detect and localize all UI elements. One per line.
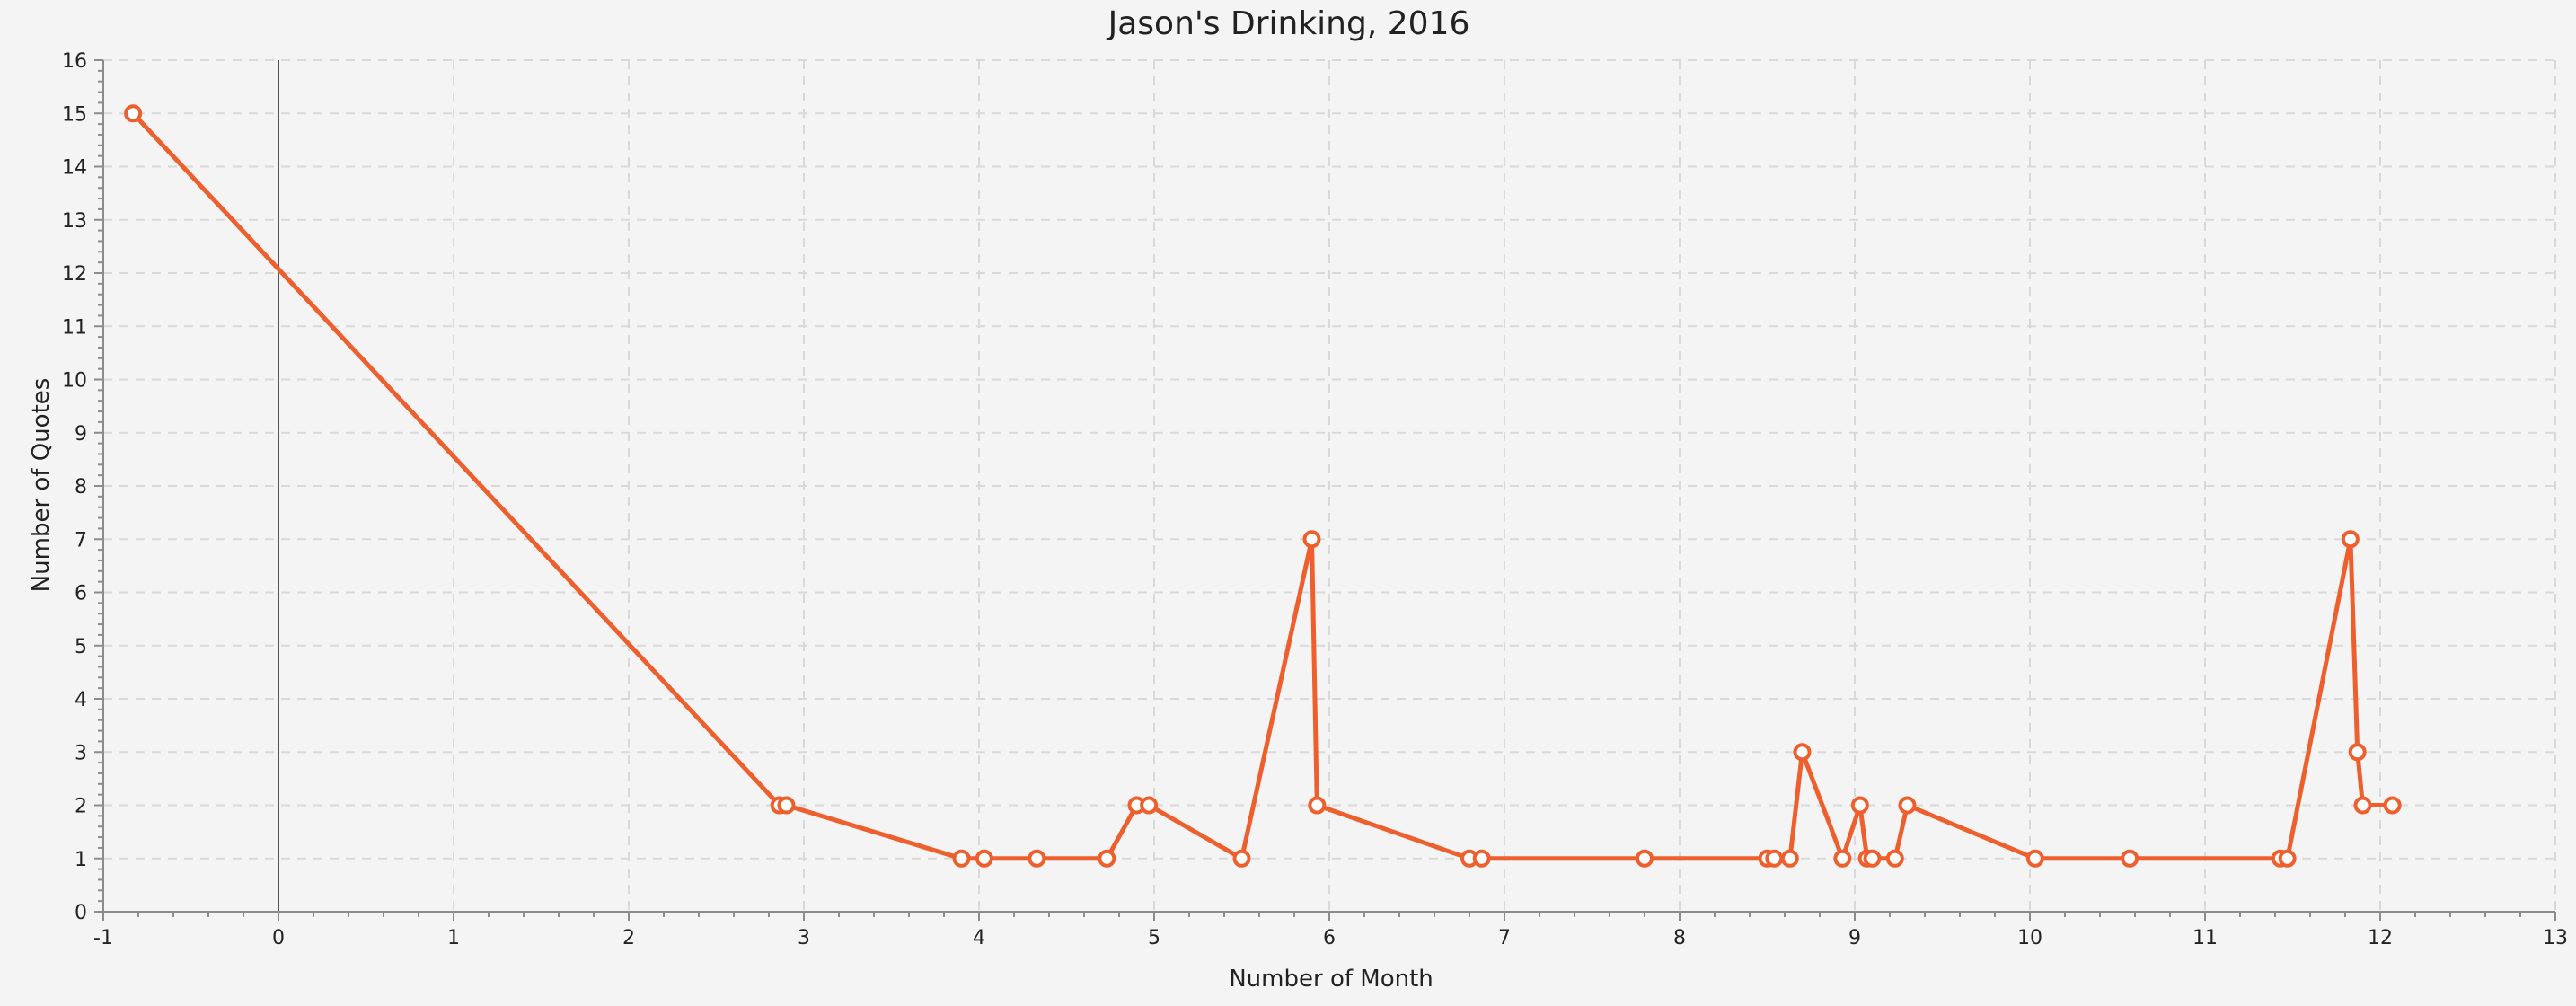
x-tick-label: 11 xyxy=(2192,927,2218,949)
x-tick-label: -1 xyxy=(93,927,113,949)
y-tick-label: 3 xyxy=(75,742,87,764)
y-tick-label: 10 xyxy=(62,370,87,393)
x-tick-label: 3 xyxy=(798,927,810,949)
y-tick-label: 16 xyxy=(62,50,87,73)
y-tick-label: 13 xyxy=(62,210,87,233)
x-tick-label: 8 xyxy=(1673,927,1686,949)
y-tick-label: 12 xyxy=(62,263,87,286)
x-tick-label: 2 xyxy=(622,927,635,949)
data-point[interactable] xyxy=(124,104,143,123)
data-point[interactable] xyxy=(2278,849,2297,868)
data-point[interactable] xyxy=(2121,849,2139,868)
data-point[interactable] xyxy=(1472,849,1491,868)
y-tick-label: 8 xyxy=(75,476,87,499)
data-point[interactable] xyxy=(777,796,796,815)
y-tick-label: 2 xyxy=(75,796,87,818)
data-point[interactable] xyxy=(1636,849,1654,868)
data-point[interactable] xyxy=(1793,743,1812,762)
data-point[interactable] xyxy=(2383,796,2402,815)
y-tick-label: 4 xyxy=(75,689,87,711)
y-tick-label: 15 xyxy=(62,103,87,126)
axes: -1 0 1 2 3 4 5 6 7 8 9 10 11 12 1301234567891011121314… xyxy=(62,50,2568,949)
data-point[interactable] xyxy=(2341,530,2360,549)
grid xyxy=(103,59,2556,912)
x-tick-label: 1 xyxy=(447,927,460,949)
x-tick-label: 0 xyxy=(272,927,285,949)
data-point[interactable] xyxy=(1308,796,1327,815)
series-layer xyxy=(124,104,2402,868)
y-tick-label: 7 xyxy=(75,529,87,552)
data-point[interactable] xyxy=(1765,849,1784,868)
data-point[interactable] xyxy=(1833,849,1852,868)
y-tick-label: 1 xyxy=(75,849,87,871)
data-point[interactable] xyxy=(975,849,993,868)
data-point[interactable] xyxy=(2025,849,2044,868)
data-point[interactable] xyxy=(1028,849,1046,868)
data-point[interactable] xyxy=(1780,849,1799,868)
data-point[interactable] xyxy=(1850,796,1869,815)
x-tick-label: 4 xyxy=(973,927,985,949)
x-tick-label: 9 xyxy=(1848,927,1861,949)
y-tick-label: 0 xyxy=(75,902,87,924)
data-point[interactable] xyxy=(1898,796,1917,815)
x-tick-label: 13 xyxy=(2543,927,2568,949)
x-tick-label: 10 xyxy=(2017,927,2042,949)
data-point[interactable] xyxy=(1885,849,1904,868)
y-tick-label: 5 xyxy=(75,636,87,658)
chart-title: Jason's Drinking, 2016 xyxy=(1107,5,1470,42)
x-tick-label: 7 xyxy=(1498,927,1511,949)
x-tick-label: 5 xyxy=(1148,927,1160,949)
data-point[interactable] xyxy=(952,849,971,868)
y-tick-label: 6 xyxy=(75,583,87,605)
data-point[interactable] xyxy=(1302,530,1321,549)
data-point[interactable] xyxy=(1232,849,1251,868)
y-tick-label: 14 xyxy=(62,157,87,180)
y-tick-label: 11 xyxy=(62,316,87,339)
y-tick-label: 9 xyxy=(75,423,87,446)
x-tick-label: 6 xyxy=(1323,927,1336,949)
y-axis-label: Number of Quotes xyxy=(28,378,55,593)
data-point[interactable] xyxy=(2348,743,2367,762)
x-axis-label: Number of Month xyxy=(1229,966,1434,993)
x-tick-label: 12 xyxy=(2368,927,2393,949)
data-point[interactable] xyxy=(1098,849,1116,868)
data-point[interactable] xyxy=(1140,796,1159,815)
series-line xyxy=(130,110,2395,861)
data-point[interactable] xyxy=(2353,796,2372,815)
data-point[interactable] xyxy=(1863,849,1882,868)
